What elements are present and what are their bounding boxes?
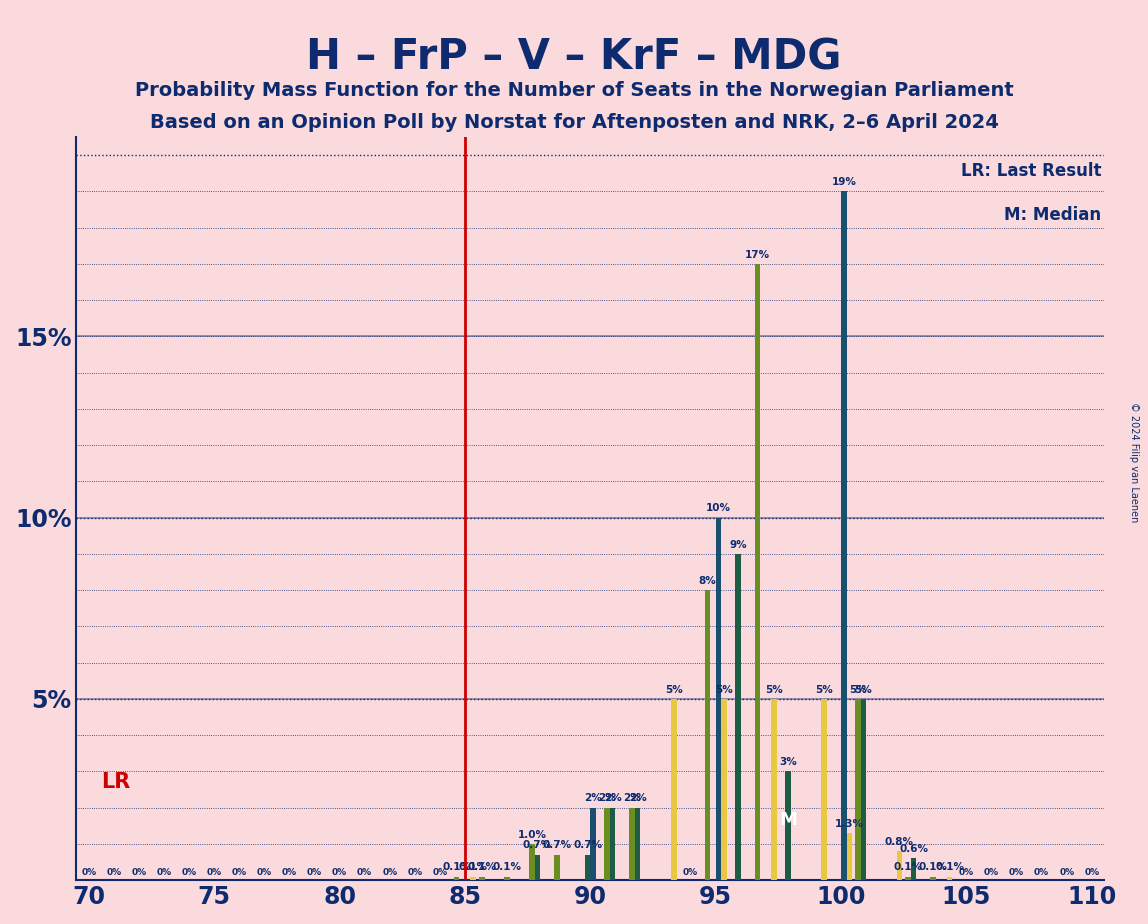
Text: 0%: 0% <box>382 869 397 877</box>
Text: 0.1%: 0.1% <box>467 862 496 872</box>
Text: 0.8%: 0.8% <box>885 837 914 846</box>
Text: 0%: 0% <box>683 869 698 877</box>
Text: 1.0%: 1.0% <box>518 830 546 840</box>
Text: 0.1%: 0.1% <box>893 862 923 872</box>
Bar <box>715 517 721 881</box>
Text: 0%: 0% <box>107 869 122 877</box>
Text: H – FrP – V – KrF – MDG: H – FrP – V – KrF – MDG <box>307 37 841 79</box>
Text: 0.1%: 0.1% <box>459 862 488 872</box>
Bar <box>841 191 846 881</box>
Bar <box>504 877 510 881</box>
Bar <box>629 808 635 881</box>
Text: 0%: 0% <box>181 869 196 877</box>
Text: 0%: 0% <box>357 869 372 877</box>
Bar <box>672 699 676 881</box>
Text: 5%: 5% <box>854 685 872 695</box>
Text: 0%: 0% <box>1084 869 1100 877</box>
Text: 0%: 0% <box>232 869 247 877</box>
Text: 8%: 8% <box>698 576 716 586</box>
Text: 0%: 0% <box>156 869 172 877</box>
Bar <box>721 699 727 881</box>
Bar <box>610 808 615 881</box>
Text: 5%: 5% <box>766 685 783 695</box>
Text: 0.7%: 0.7% <box>522 841 552 850</box>
Text: 5%: 5% <box>850 685 867 695</box>
Text: 0.6%: 0.6% <box>899 844 928 854</box>
Text: 0%: 0% <box>408 869 422 877</box>
Text: 0.1%: 0.1% <box>492 862 521 872</box>
Text: 0.1%: 0.1% <box>442 862 471 872</box>
Text: © 2024 Filip van Laenen: © 2024 Filip van Laenen <box>1130 402 1139 522</box>
Text: LR: LR <box>101 772 131 792</box>
Text: 2%: 2% <box>584 794 602 803</box>
Text: 0%: 0% <box>132 869 147 877</box>
Text: Based on an Opinion Poll by Norstat for Aftenposten and NRK, 2–6 April 2024: Based on an Opinion Poll by Norstat for … <box>149 113 999 132</box>
Text: 0%: 0% <box>82 869 96 877</box>
Bar <box>735 553 740 881</box>
Text: 0%: 0% <box>332 869 347 877</box>
Bar <box>947 877 953 881</box>
Bar <box>590 808 596 881</box>
Bar <box>785 772 791 881</box>
Bar <box>897 851 902 881</box>
Bar <box>554 855 560 881</box>
Bar <box>529 844 535 881</box>
Bar <box>822 699 827 881</box>
Bar <box>535 855 541 881</box>
Text: 0%: 0% <box>257 869 272 877</box>
Text: LR: Last Result: LR: Last Result <box>961 163 1101 180</box>
Bar <box>855 699 861 881</box>
Text: M: Median: M: Median <box>1004 206 1101 224</box>
Bar <box>453 877 459 881</box>
Text: 0.7%: 0.7% <box>573 841 603 850</box>
Text: 2%: 2% <box>598 794 616 803</box>
Text: 0.1%: 0.1% <box>918 862 947 872</box>
Bar <box>479 877 484 881</box>
Text: 0%: 0% <box>1060 869 1075 877</box>
Bar <box>754 264 760 881</box>
Bar <box>604 808 610 881</box>
Bar <box>846 833 852 881</box>
Bar <box>906 877 910 881</box>
Bar <box>471 877 476 881</box>
Bar <box>584 855 590 881</box>
Text: 9%: 9% <box>729 540 747 550</box>
Text: M: M <box>779 811 797 830</box>
Text: 1.3%: 1.3% <box>835 819 863 829</box>
Bar <box>930 877 936 881</box>
Text: 5%: 5% <box>715 685 732 695</box>
Text: 2%: 2% <box>623 794 641 803</box>
Text: 0%: 0% <box>1034 869 1049 877</box>
Text: 5%: 5% <box>815 685 833 695</box>
Text: 0%: 0% <box>282 869 297 877</box>
Text: 2%: 2% <box>629 794 646 803</box>
Text: 0%: 0% <box>207 869 222 877</box>
Text: 0%: 0% <box>984 869 999 877</box>
Text: 5%: 5% <box>665 685 683 695</box>
Bar <box>861 699 866 881</box>
Text: 0%: 0% <box>307 869 323 877</box>
Text: 2%: 2% <box>604 794 621 803</box>
Bar <box>910 858 916 881</box>
Bar <box>771 699 777 881</box>
Text: 17%: 17% <box>745 249 770 260</box>
Text: 10%: 10% <box>706 504 731 513</box>
Text: 0%: 0% <box>433 869 448 877</box>
Text: 0.7%: 0.7% <box>542 841 572 850</box>
Text: 0%: 0% <box>959 869 974 877</box>
Text: 19%: 19% <box>831 177 856 187</box>
Bar <box>705 590 711 881</box>
Bar <box>635 808 641 881</box>
Text: 0.1%: 0.1% <box>936 862 964 872</box>
Text: Probability Mass Function for the Number of Seats in the Norwegian Parliament: Probability Mass Function for the Number… <box>134 81 1014 101</box>
Text: 0%: 0% <box>1009 869 1024 877</box>
Text: 3%: 3% <box>779 757 797 767</box>
